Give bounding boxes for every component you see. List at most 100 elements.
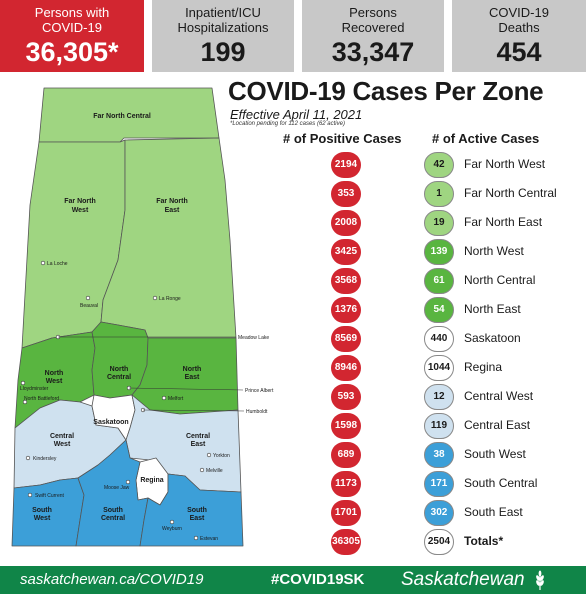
zone-name: North Central [464, 273, 536, 287]
map-label-far-north-east-2: East [165, 207, 180, 214]
stat-value: 199 [200, 37, 246, 67]
map-label-north-west-1: North [45, 370, 64, 377]
positive-count: 1598 [331, 413, 361, 439]
map-label-central-east-2: East [191, 441, 206, 448]
town-meadow-lake: Meadow Lake [238, 335, 269, 341]
wheat-icon [536, 570, 544, 590]
town-north-battleford: North Battleford [24, 396, 59, 402]
stat-value: 36,305* [25, 37, 119, 67]
zone-row-totals: 36305 2504 Totals* [0, 529, 586, 555]
map-label-saskatoon: Saskatoon [93, 419, 128, 426]
town-humboldt: Humboldt [246, 409, 268, 415]
map-zone-south-east [139, 473, 244, 547]
zone-row-central-west: 593 12 Central West [0, 384, 586, 410]
zone-name: Totals* [464, 534, 504, 548]
town-marker [199, 467, 205, 473]
stat-deaths: COVID-19 Deaths 454 [452, 0, 586, 72]
town-melfort: Melfort [168, 396, 184, 402]
positive-count: 3568 [331, 268, 361, 294]
zone-name: South West [464, 447, 526, 461]
map-label-far-north-west-2: West [72, 207, 89, 214]
active-count: 54 [424, 297, 454, 323]
positive-count: 3425 [331, 239, 361, 265]
active-count: 12 [424, 384, 454, 410]
map-zone-south-central [75, 439, 149, 547]
zone-name: South East [464, 505, 523, 519]
town-marker [20, 380, 26, 386]
zone-name: Regina [464, 360, 503, 374]
map-label-south-central-1: South [103, 507, 123, 514]
map-label-north-east-2: East [185, 374, 200, 381]
map-label-north-central-1: North [110, 366, 129, 373]
town-marker [161, 395, 167, 401]
positive-count: 8569 [331, 326, 361, 352]
saskatchewan-zone-map: Far North Central Far North West Far Nor… [11, 87, 274, 547]
town-marker [206, 452, 212, 458]
active-count: 119 [424, 413, 454, 439]
town-marker [27, 492, 33, 498]
zone-name: Far North Central [464, 186, 557, 200]
effective-date: Effective April 11, 2021 [230, 107, 363, 122]
active-count: 440 [424, 326, 454, 352]
town-lloydminster: Lloydminster [20, 386, 49, 392]
stat-hospitalizations: Inpatient/ICU Hospitalizations 199 [152, 0, 294, 72]
map-label-south-central-2: Central [101, 515, 125, 522]
zone-row-far-north-east: 2008 19 Far North East [0, 210, 586, 236]
town-marker [193, 535, 199, 541]
stat-value: 33,347 [331, 37, 415, 67]
active-count: 1 [424, 181, 454, 207]
town-marker [25, 455, 31, 461]
zone-name: North West [464, 244, 524, 258]
town-marker [125, 479, 131, 485]
map-zone-north-west [14, 331, 96, 429]
stat-value: 454 [496, 37, 542, 67]
map-label-north-west-2: West [46, 378, 63, 385]
positive-cases-header: # of Positive Cases [283, 131, 402, 146]
town-beauval: Beauval [80, 303, 98, 309]
stat-label: Persons with COVID-19 [34, 5, 110, 35]
town-yorkton: Yorkton [213, 453, 230, 459]
stat-recovered: Persons Recovered 33,347 [302, 0, 444, 72]
positive-count: 2194 [331, 152, 361, 178]
active-count: 19 [424, 210, 454, 236]
footer: saskatchewan.ca/COVID19 #COVID19SK Saska… [0, 566, 586, 594]
map-label-north-central-2: Central [107, 374, 131, 381]
active-count: 139 [424, 239, 454, 265]
map-label-north-east-1: North [183, 366, 202, 373]
pending-note: *Location pending for 112 cases (62 acti… [230, 121, 345, 127]
town-la-loche: La Loche [47, 261, 68, 267]
town-marker [152, 295, 158, 301]
active-count: 42 [424, 152, 454, 178]
map-label-central-west-1: Central [50, 433, 74, 440]
active-count: 61 [424, 268, 454, 294]
zone-name: Saskatoon [464, 331, 521, 345]
zone-row-south-central: 1173 171 South Central [0, 471, 586, 497]
zone-name: Central East [464, 418, 531, 432]
stat-label: Persons Recovered [341, 5, 405, 35]
positive-count: 593 [331, 384, 361, 410]
active-count: 302 [424, 500, 454, 526]
map-label-central-east-1: Central [186, 433, 210, 440]
zone-row-south-east: 1701 302 South East [0, 500, 586, 526]
town-melville: Melville [206, 468, 223, 474]
positive-count: 1376 [331, 297, 361, 323]
zone-row-south-west: 689 38 South West [0, 442, 586, 468]
footer-url-link[interactable]: saskatchewan.ca/COVID19 [20, 571, 204, 588]
active-count: 2504 [424, 529, 454, 555]
zone-name: Central West [464, 389, 534, 403]
town-swift-current: Swift Current [35, 493, 65, 499]
town-marker [85, 295, 91, 301]
positive-count: 8946 [331, 355, 361, 381]
map-label-far-north-east-1: Far North [156, 198, 188, 205]
map-label-far-north-central: Far North Central [93, 113, 151, 120]
map-label-south-west-1: South [32, 507, 52, 514]
town-moose-jaw: Moose Jaw [104, 485, 130, 491]
active-count: 1044 [424, 355, 454, 381]
zone-name: South Central [464, 476, 538, 490]
map-label-south-east-2: East [190, 515, 205, 522]
zone-name: Far North West [464, 157, 546, 171]
leader-line [128, 387, 244, 391]
zone-row-far-north-central: 353 1 Far North Central [0, 181, 586, 207]
zone-row-saskatoon: 8569 440 Saskatoon [0, 326, 586, 352]
active-cases-header: # of Active Cases [432, 131, 540, 146]
